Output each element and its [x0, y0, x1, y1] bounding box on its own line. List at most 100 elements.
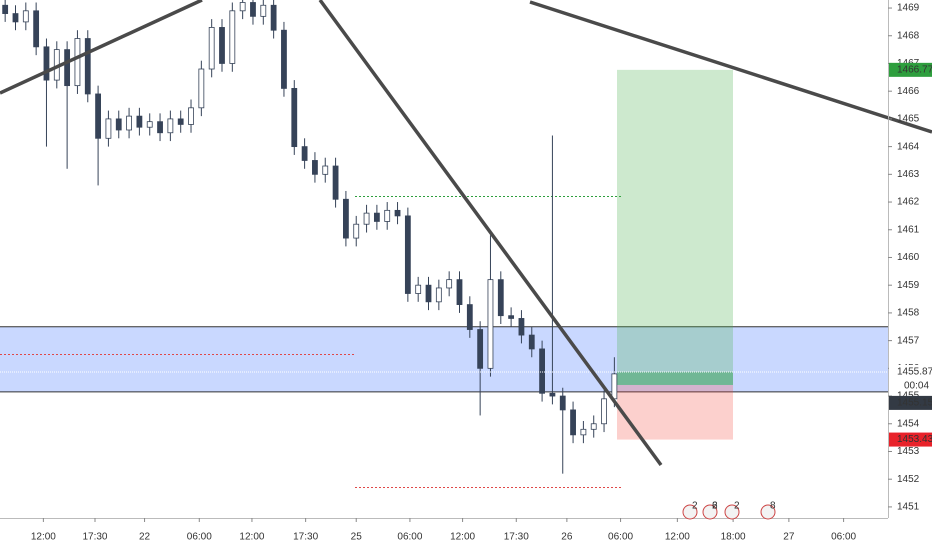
event-icon [724, 504, 740, 520]
x-tick-label: 26 [561, 532, 573, 543]
candle-body [198, 68, 205, 109]
x-tick-label: 06:00 [831, 532, 856, 543]
current-price-label: 1455.87 [897, 367, 932, 378]
event-icon [702, 504, 718, 520]
candle-body [33, 10, 40, 48]
stop-label-bg [889, 432, 932, 447]
candle-body [332, 165, 339, 200]
candle-body [373, 212, 380, 222]
candle-body [404, 215, 411, 294]
y-tick-label: 1466 [897, 86, 920, 97]
candle-body [456, 279, 463, 305]
candle-body [570, 409, 576, 436]
countdown-label: 00:04 [904, 381, 929, 392]
candle-body [435, 287, 442, 303]
candle-body [363, 212, 370, 225]
y-tick-label: 1465 [897, 114, 920, 125]
candle-body [84, 38, 91, 95]
event-count: 2 [734, 501, 740, 512]
zone-label: 1455.15 [897, 398, 932, 409]
candle-body [466, 304, 473, 330]
candle-body [477, 329, 484, 369]
x-tick-label: 27 [783, 532, 795, 543]
plot-area [0, 0, 932, 489]
event-icon [682, 504, 698, 520]
candle-body [559, 395, 566, 411]
zone [0, 326, 888, 392]
y-tick-label: 1461 [897, 224, 920, 235]
candle-body [312, 160, 318, 175]
candle-body [549, 392, 556, 397]
candle-body [518, 318, 525, 336]
candle-body [270, 4, 277, 31]
candle-body [105, 118, 112, 139]
candle-body [260, 4, 267, 17]
candle-body [250, 2, 256, 17]
event-count: 2 [712, 501, 718, 512]
candle-body [157, 121, 163, 134]
y-tick-label: 1457 [897, 335, 920, 346]
y-tick-label: 1462 [897, 197, 920, 208]
x-tick-label: 06:00 [397, 532, 422, 543]
x-tick-label: 06:00 [608, 532, 633, 543]
candle-body [528, 334, 535, 350]
y-tick-label: 1459 [897, 280, 920, 291]
candle-body [43, 46, 50, 81]
candle-body [611, 373, 618, 400]
target-label-bg [889, 62, 932, 77]
candle-body [343, 198, 349, 239]
event-count: 8 [770, 501, 776, 512]
candle-body [229, 10, 236, 64]
y-tick-label: 1452 [897, 474, 920, 485]
candle-body [281, 29, 287, 89]
profit-fill [617, 371, 733, 385]
y-tick-label: 1460 [897, 252, 920, 263]
y-tick-label: 1468 [897, 30, 920, 41]
x-tick-label: 17:30 [82, 532, 107, 543]
y-tick-label: 1453 [897, 446, 920, 457]
x-tick-label: 06:00 [187, 532, 212, 543]
candle-body [167, 118, 174, 134]
candle-body [508, 315, 515, 319]
x-tick-label: 25 [351, 532, 363, 543]
candle-body [115, 118, 122, 131]
candle-body [64, 49, 71, 87]
trend-line [318, 0, 663, 467]
candle-body [425, 284, 432, 303]
candle-body [353, 223, 360, 239]
x-tick-label: 12:00 [450, 532, 475, 543]
y-tick-label: 1463 [897, 169, 920, 180]
y-tick-label: 1464 [897, 141, 920, 152]
y-tick-label: 1454 [897, 418, 920, 429]
x-tick-label: 12:00 [239, 532, 264, 543]
x-tick-label: 12:00 [665, 532, 690, 543]
current-label-bg [889, 364, 932, 391]
event-count: 2 [692, 501, 698, 512]
candle-body [177, 118, 184, 125]
candle-body [291, 88, 298, 148]
candle-body [301, 146, 308, 161]
x-tick-label: 22 [139, 532, 151, 543]
candle-body [136, 115, 143, 128]
trend-line [0, 0, 203, 95]
candle-body [146, 121, 153, 128]
candle-body [239, 2, 246, 12]
x-tick-label: 12:00 [31, 532, 56, 543]
stop-label: 1453.43 [897, 434, 932, 445]
y-tick-label: 1469 [897, 3, 920, 14]
event-count: 6 [712, 501, 718, 512]
target-label: 1466.77 [897, 64, 932, 75]
candle-body [415, 284, 422, 294]
y-tick-label: 1458 [897, 308, 920, 319]
candle-body [12, 13, 19, 23]
candle-body [22, 10, 29, 23]
candle-body [580, 428, 587, 436]
zone-label-bg [889, 395, 932, 410]
y-tick-label: 1451 [897, 502, 920, 513]
candle-body [497, 279, 504, 317]
candle-body [95, 93, 101, 139]
candle-body [126, 115, 132, 131]
candle-body [590, 423, 597, 430]
